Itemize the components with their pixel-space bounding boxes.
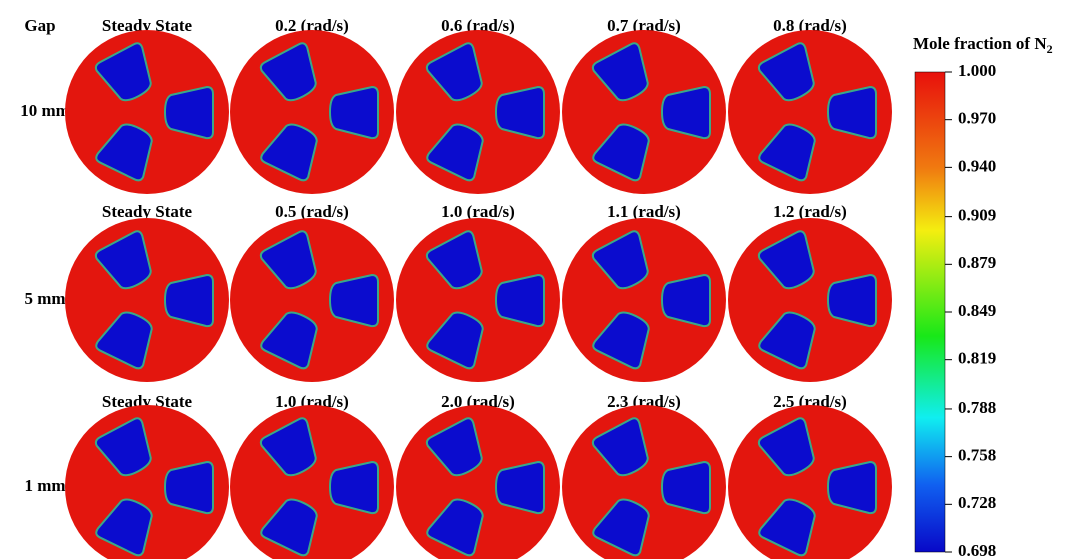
colorbar-tick-label: 0.698 (958, 541, 996, 559)
contour-plot (65, 218, 229, 382)
contour-plot (728, 30, 892, 194)
column-title: 1.0 (rad/s) (441, 202, 515, 221)
contour-plot (562, 30, 726, 194)
contour-plot (728, 405, 892, 559)
column-title: Steady State (102, 202, 193, 221)
column-title: 0.6 (rad/s) (441, 16, 515, 35)
column-title: 2.0 (rad/s) (441, 392, 515, 411)
title-subscript: 2 (1047, 42, 1053, 56)
colorbar-title: Mole fraction of N2 (913, 34, 1053, 56)
column-title: Steady State (102, 16, 193, 35)
colorbar-tick-label: 0.849 (958, 301, 996, 320)
contour-plot (65, 30, 229, 194)
contour-plot (65, 405, 229, 559)
column-title: 2.5 (rad/s) (773, 392, 847, 411)
column-title: Steady State (102, 392, 193, 411)
contour-plot (562, 218, 726, 382)
colorbar-tick-label: 0.909 (958, 206, 996, 225)
column-title: 0.5 (rad/s) (275, 202, 349, 221)
column-title: 2.3 (rad/s) (607, 392, 681, 411)
column-title: 0.2 (rad/s) (275, 16, 349, 35)
contour-plot (396, 405, 560, 559)
column-title: 1.0 (rad/s) (275, 392, 349, 411)
colorbar-tick-label: 0.758 (958, 446, 996, 465)
title-text: Mole fraction of N (913, 34, 1047, 53)
contour-plot (396, 218, 560, 382)
column-title: 0.7 (rad/s) (607, 16, 681, 35)
column-title: 0.8 (rad/s) (773, 16, 847, 35)
row-label: 1 mm (24, 476, 65, 495)
column-title: 1.2 (rad/s) (773, 202, 847, 221)
column-title: 1.1 (rad/s) (607, 202, 681, 221)
colorbar-tick-label: 1.000 (958, 61, 996, 80)
contour-plot (562, 405, 726, 559)
colorbar-tick-label: 0.879 (958, 253, 996, 272)
row-label: 10 mm (20, 101, 70, 120)
colorbar-tick-label: 0.819 (958, 349, 996, 368)
contour-plot (230, 218, 394, 382)
contour-plot (396, 30, 560, 194)
contour-plot (728, 218, 892, 382)
row-label: 5 mm (24, 289, 65, 308)
contour-plot (230, 30, 394, 194)
colorbar-tick-label: 0.788 (958, 398, 996, 417)
contour-plot (230, 405, 394, 559)
colorbar-tick-label: 0.940 (958, 156, 996, 175)
colorbar-tick-label: 0.970 (958, 109, 996, 128)
colorbar (914, 71, 946, 553)
colorbar-tick-label: 0.728 (958, 493, 996, 512)
gap-label: Gap (24, 16, 55, 35)
